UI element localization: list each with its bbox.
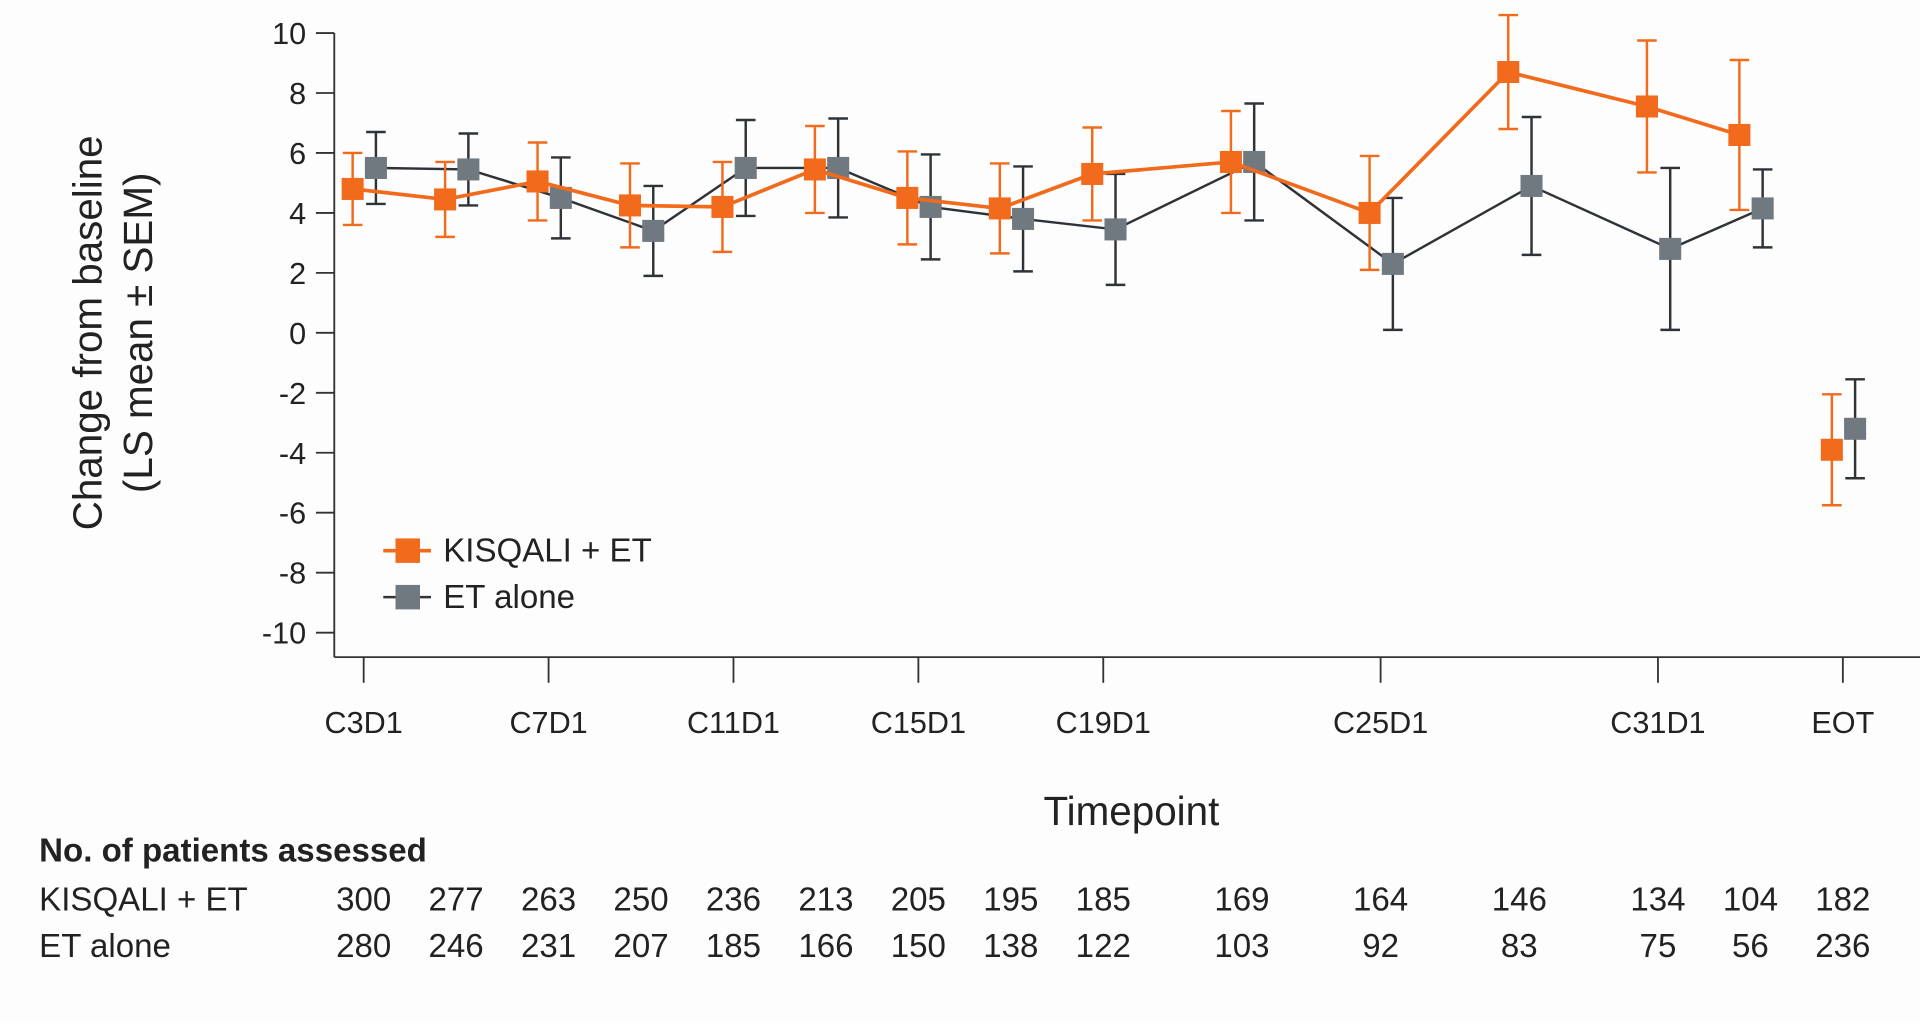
x-tick-label: EOT bbox=[1811, 706, 1874, 740]
patient-count-cell: 146 bbox=[1492, 881, 1547, 918]
data-point bbox=[1728, 123, 1751, 146]
legend-item-et-alone: ET alone bbox=[383, 579, 575, 616]
y-tick-label: 4 bbox=[289, 197, 306, 231]
legend-item-kisqali-et: KISQALI + ET bbox=[383, 533, 652, 570]
data-point bbox=[526, 170, 549, 193]
series-line bbox=[352, 69, 1740, 216]
x-axis-title: Timepoint bbox=[1044, 788, 1220, 834]
y-tick-label: 0 bbox=[289, 317, 306, 351]
patient-count-cell: 182 bbox=[1815, 881, 1870, 918]
y-tick-label: 10 bbox=[272, 17, 306, 51]
patient-count-cell: 236 bbox=[1815, 928, 1870, 965]
y-axis-title: Change from baseline bbox=[65, 135, 111, 530]
y-axis-title-line2: (LS mean ± SEM) bbox=[115, 173, 161, 493]
data-point bbox=[1820, 438, 1843, 461]
patient-count-cell: 103 bbox=[1214, 928, 1269, 965]
legend-label: ET alone bbox=[443, 579, 575, 616]
patient-count-cell: 83 bbox=[1501, 928, 1538, 965]
patient-count-cell: 207 bbox=[613, 928, 668, 965]
patients-table-title: No. of patients assessed bbox=[39, 832, 427, 869]
data-point bbox=[734, 156, 757, 179]
patient-count-cell: 104 bbox=[1723, 881, 1778, 918]
y-tick-label: 6 bbox=[289, 137, 306, 171]
data-point bbox=[364, 156, 387, 179]
patient-count-cell: 280 bbox=[336, 928, 391, 965]
series-layer bbox=[341, 13, 1867, 507]
patient-count-cell: 231 bbox=[521, 928, 576, 965]
patient-count-cell: 300 bbox=[336, 881, 391, 918]
x-tick-label: C3D1 bbox=[325, 706, 403, 740]
data-point bbox=[988, 197, 1011, 220]
data-point bbox=[1104, 218, 1127, 241]
patient-count-cell: 263 bbox=[521, 881, 576, 918]
table-row-label: KISQALI + ET bbox=[39, 881, 248, 918]
table-row-label: ET alone bbox=[39, 928, 171, 965]
data-point bbox=[896, 186, 919, 209]
data-point bbox=[1751, 197, 1774, 220]
data-point bbox=[1381, 252, 1404, 275]
patient-count-cell: 75 bbox=[1640, 928, 1677, 965]
y-tick-label: -2 bbox=[279, 377, 306, 411]
patients-table: No. of patients assessed KISQALI + ET ET… bbox=[39, 832, 1870, 964]
x-tick-label: C7D1 bbox=[509, 706, 587, 740]
axes bbox=[333, 33, 1920, 659]
series-line bbox=[375, 160, 1764, 266]
x-tick-label: C25D1 bbox=[1333, 706, 1428, 740]
patient-count-cell: 138 bbox=[983, 928, 1038, 965]
series-kisqali-et bbox=[341, 13, 1843, 507]
data-point bbox=[549, 186, 572, 209]
patient-count-cell: 169 bbox=[1214, 881, 1269, 918]
x-tick-label: C15D1 bbox=[871, 706, 966, 740]
patient-count-cell: 122 bbox=[1076, 928, 1131, 965]
data-point bbox=[341, 177, 364, 200]
data-point bbox=[642, 219, 665, 242]
legend-swatch-marker bbox=[395, 584, 420, 610]
patient-count-cell: 92 bbox=[1362, 928, 1399, 965]
patient-count-cell: 277 bbox=[429, 881, 484, 918]
x-tick-label: C11D1 bbox=[687, 706, 780, 740]
y-ticks: 10 8 6 4 2 0 -2 -4 -6 -8 -10 bbox=[262, 17, 335, 651]
legend-swatch-marker bbox=[395, 538, 420, 563]
patient-count-cell: 56 bbox=[1732, 928, 1769, 965]
y-tick-label: -4 bbox=[279, 437, 306, 471]
data-point bbox=[1497, 61, 1520, 84]
data-point bbox=[434, 188, 457, 211]
x-tick-label: C31D1 bbox=[1610, 706, 1705, 740]
y-tick-label: 2 bbox=[289, 257, 306, 291]
x-ticks: C3D1 C7D1 C11D1 C15D1 C19D1 C25D1 C31D1 EOT bbox=[325, 657, 1874, 740]
patient-count-cell: 150 bbox=[891, 928, 946, 965]
patient-count-cell: 236 bbox=[706, 881, 761, 918]
data-point bbox=[618, 194, 642, 217]
patient-count-cell: 246 bbox=[429, 928, 484, 965]
patient-count-cell: 205 bbox=[891, 881, 946, 918]
series-et-alone bbox=[364, 102, 1867, 480]
patient-count-cell: 185 bbox=[1076, 881, 1131, 918]
data-point bbox=[457, 158, 480, 181]
y-tick-label: -10 bbox=[262, 617, 306, 651]
patient-count-cell: 134 bbox=[1630, 881, 1685, 918]
data-point bbox=[1635, 95, 1658, 118]
data-point bbox=[1012, 207, 1035, 230]
data-point bbox=[1081, 162, 1104, 185]
data-point bbox=[1520, 174, 1543, 197]
data-point bbox=[1219, 150, 1242, 173]
x-tick-label: C19D1 bbox=[1056, 706, 1151, 740]
patient-count-cell: 195 bbox=[983, 881, 1038, 918]
data-point bbox=[803, 158, 826, 181]
patient-count-cell: 213 bbox=[798, 881, 853, 918]
patient-count-cell: 166 bbox=[798, 928, 853, 965]
y-tick-label: -8 bbox=[279, 557, 306, 591]
patient-count-cell: 164 bbox=[1353, 881, 1408, 918]
y-tick-label: 8 bbox=[289, 77, 306, 111]
y-tick-label: -6 bbox=[279, 497, 306, 531]
legend-label: KISQALI + ET bbox=[443, 533, 652, 570]
patient-count-cell: 250 bbox=[613, 881, 668, 918]
data-point bbox=[711, 195, 734, 218]
data-point bbox=[1844, 417, 1867, 440]
data-point bbox=[1659, 237, 1682, 260]
patient-count-cell: 185 bbox=[706, 928, 761, 965]
data-point bbox=[1358, 201, 1381, 224]
legend: KISQALI + ET ET alone bbox=[383, 533, 652, 616]
